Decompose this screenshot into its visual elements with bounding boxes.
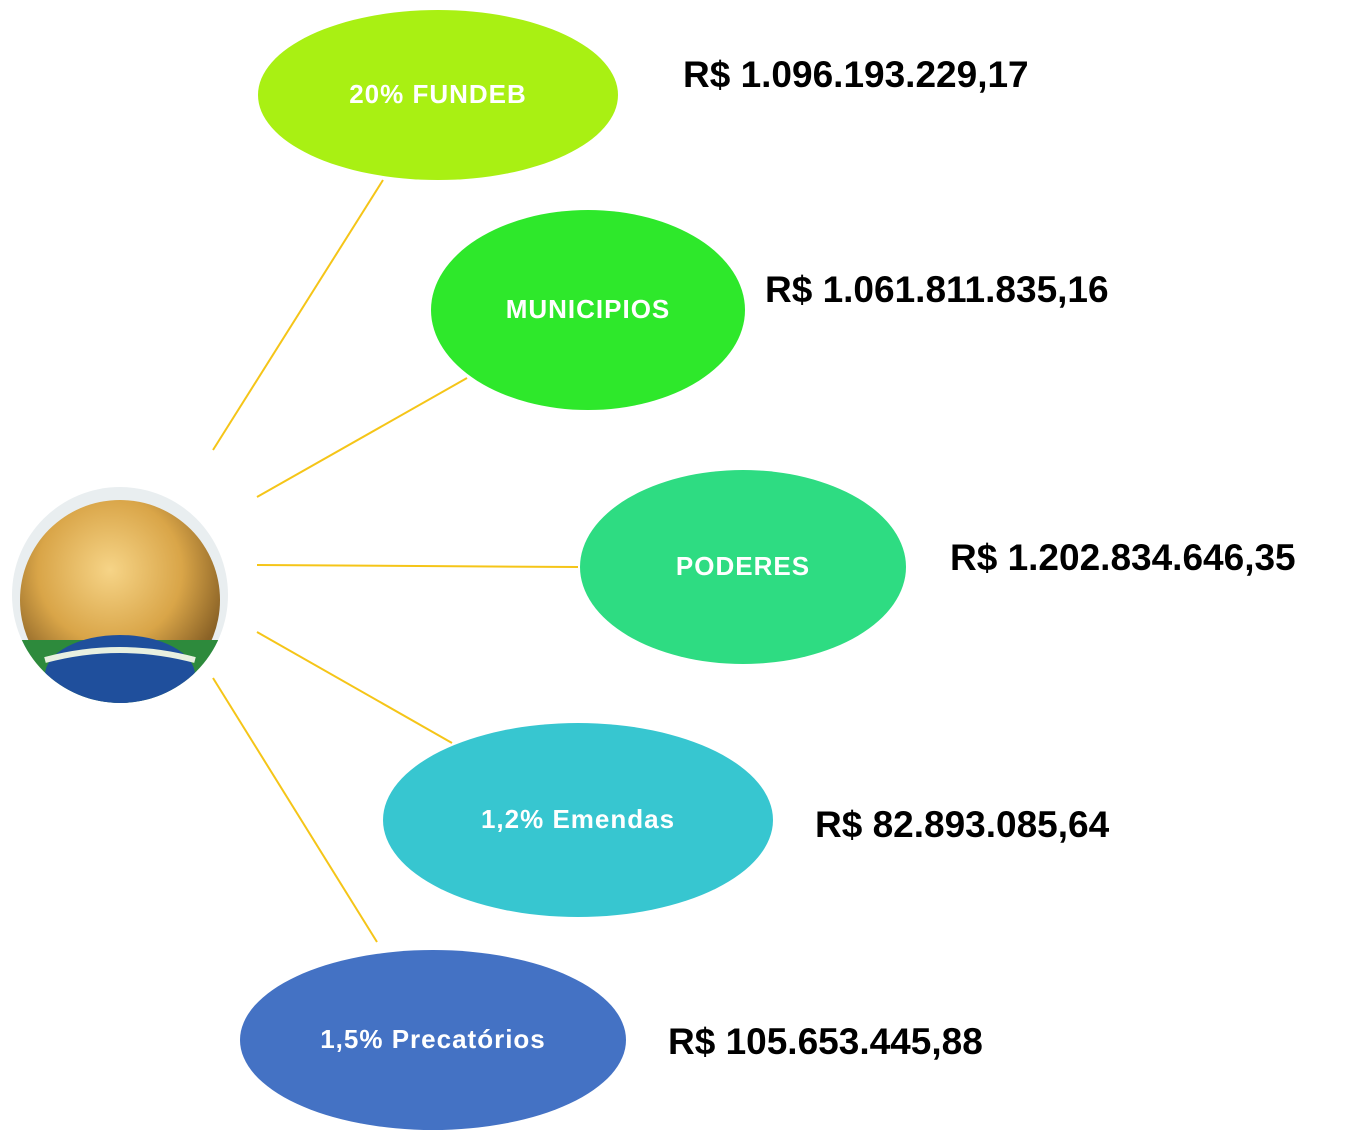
coin-icon	[12, 487, 228, 703]
connector	[212, 677, 378, 943]
node-amount: R$ 1.096.193.229,17	[683, 54, 1029, 95]
node-amount: R$ 82.893.085,64	[815, 804, 1110, 845]
node-ellipse: 20% FUNDEB	[258, 10, 618, 180]
node-amount: R$ 1.202.834.646,35	[950, 537, 1296, 578]
connector	[256, 377, 468, 498]
connector	[212, 179, 384, 451]
node-ellipse: PODERES	[580, 470, 906, 664]
connector-lines	[212, 179, 579, 943]
node-ellipse: 1,2% Emendas	[383, 723, 773, 917]
node-ellipse: MUNICIPIOS	[431, 210, 745, 410]
connector	[256, 631, 453, 744]
node-ellipse: 1,5% Precatórios	[240, 950, 626, 1130]
node-amount: R$ 1.061.811.835,16	[765, 269, 1109, 310]
connector	[256, 564, 579, 568]
node-amount: R$ 105.653.445,88	[668, 1021, 983, 1062]
